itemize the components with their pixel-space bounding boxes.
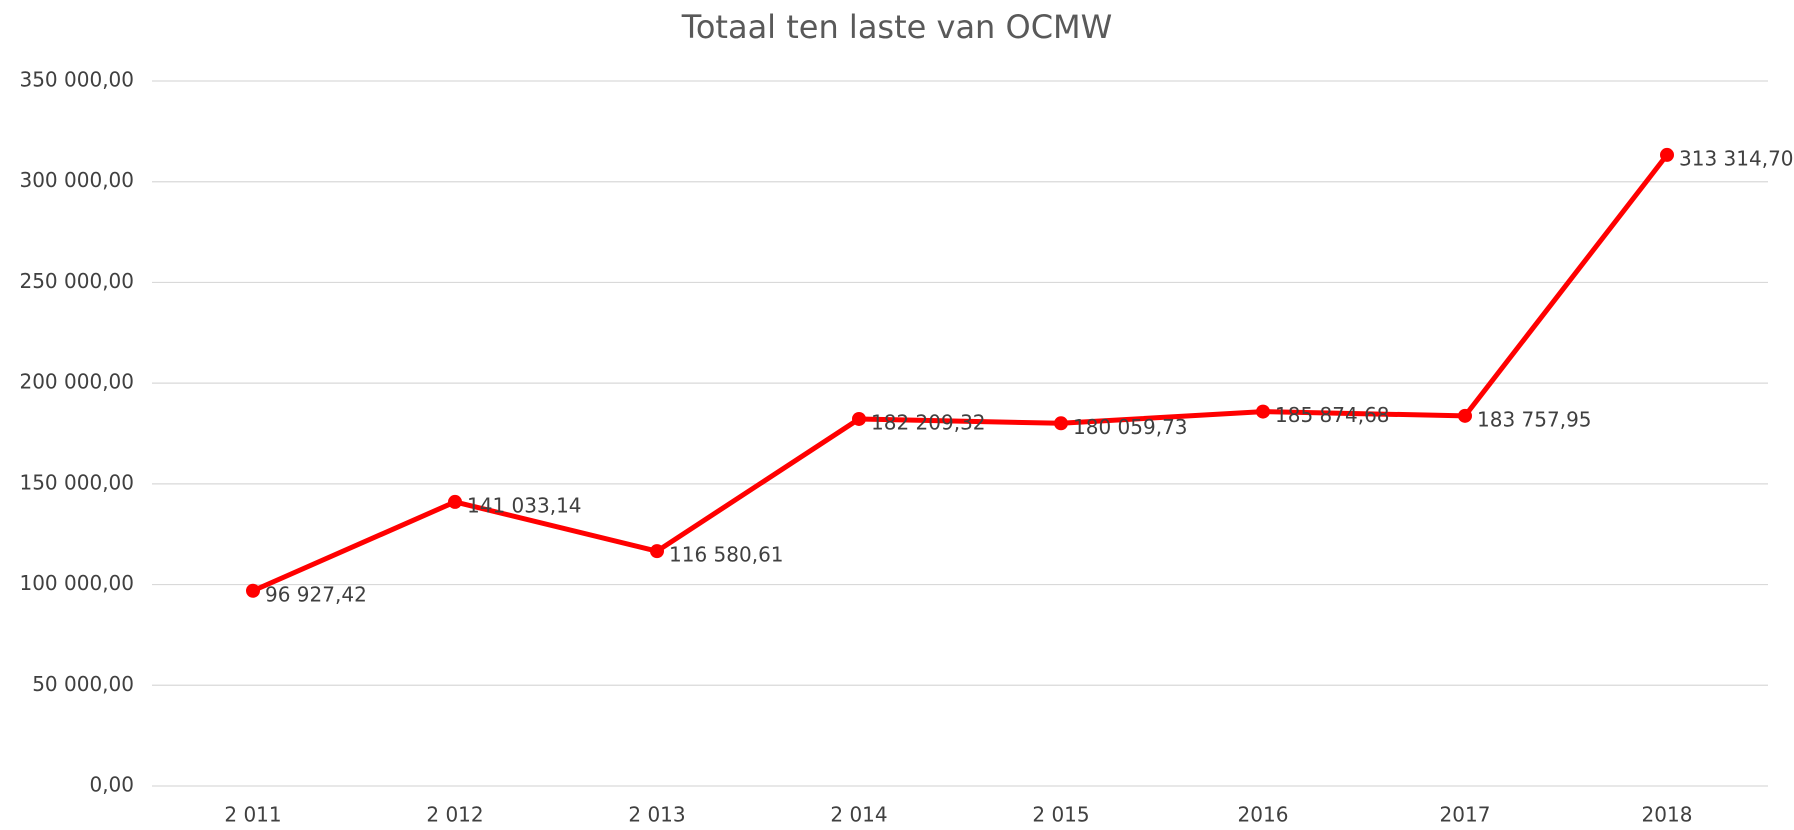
x-tick-label: 2017 bbox=[1440, 803, 1491, 827]
data-label: 185 874,68 bbox=[1275, 403, 1390, 427]
x-tick-label: 2018 bbox=[1642, 803, 1693, 827]
data-label: 116 580,61 bbox=[669, 543, 784, 567]
x-tick-label: 2 014 bbox=[830, 803, 887, 827]
y-tick-label: 50 000,00 bbox=[32, 672, 134, 696]
y-tick-label: 100 000,00 bbox=[19, 571, 134, 595]
y-tick-label: 150 000,00 bbox=[19, 470, 134, 494]
data-label: 182 209,32 bbox=[871, 410, 986, 434]
y-tick-label: 200 000,00 bbox=[19, 370, 134, 394]
series-line bbox=[251, 153, 1669, 594]
data-label: 141 033,14 bbox=[467, 493, 582, 517]
data-label: 183 757,95 bbox=[1477, 407, 1592, 431]
x-tick-label: 2 013 bbox=[628, 803, 685, 827]
data-point bbox=[1256, 404, 1270, 419]
data-label: 180 059,73 bbox=[1073, 415, 1188, 439]
x-tick-label: 2 012 bbox=[426, 803, 483, 827]
x-tick-label: 2016 bbox=[1238, 803, 1289, 827]
y-tick-label: 350 000,00 bbox=[19, 68, 134, 92]
y-tick-label: 300 000,00 bbox=[19, 168, 134, 192]
data-point bbox=[246, 583, 260, 598]
x-tick-label: 2 015 bbox=[1032, 803, 1089, 827]
data-point bbox=[1458, 408, 1472, 423]
chart-title: Totaal ten laste van OCMW bbox=[681, 8, 1113, 46]
data-label: 96 927,42 bbox=[265, 582, 367, 606]
data-point bbox=[1660, 147, 1674, 162]
data-label: 313 314,70 bbox=[1679, 146, 1794, 170]
y-tick-label: 250 000,00 bbox=[19, 269, 134, 293]
data-point bbox=[1054, 416, 1068, 431]
x-tick-label: 2 011 bbox=[224, 803, 281, 827]
data-point bbox=[650, 544, 664, 559]
data-point bbox=[852, 411, 866, 426]
data-point bbox=[448, 494, 462, 509]
y-tick-label: 0,00 bbox=[89, 773, 134, 797]
